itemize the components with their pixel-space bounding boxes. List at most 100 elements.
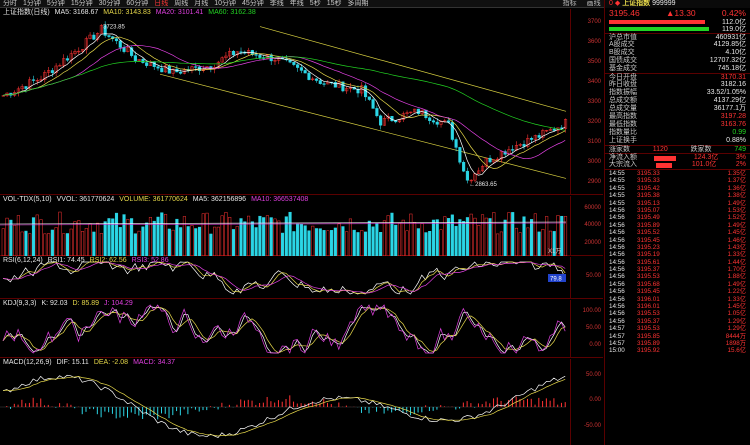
tick-row[interactable]: 14:56 3196.01 1.45亿	[605, 303, 750, 310]
tick-row[interactable]: 14:57 3195.53 1.29亿	[605, 325, 750, 332]
ma5-label: MA5: 3168.67	[54, 9, 99, 16]
kdj-chart[interactable]	[0, 300, 570, 358]
tick-row[interactable]: 14:56 3195.07 1.53亿	[605, 207, 750, 214]
tick-row[interactable]: 14:56 3195.89 1.49亿	[605, 222, 750, 229]
timeframe-tab[interactable]: 多周期	[347, 0, 369, 7]
timeframe-tab[interactable]: 周线	[174, 0, 189, 7]
tick-time: 14:56	[609, 236, 625, 244]
tick-row[interactable]: 14:55 3195.33 1.35亿	[605, 170, 750, 177]
toolbar-button[interactable]: 指标	[562, 0, 577, 7]
tick-row[interactable]: 14:57 3195.85 8444万	[605, 333, 750, 340]
volume-bar	[405, 230, 409, 256]
volume-bar	[333, 227, 337, 256]
volume-pane[interactable]: VOL-TDX(5,10) VVOL: 361770624 VOLUME: 36…	[0, 196, 603, 256]
tick-row[interactable]: 14:56 3196.01 1.33亿	[605, 296, 750, 303]
tick-row[interactable]: 14:56 3195.45 1.46亿	[605, 237, 750, 244]
tick-row[interactable]: 14:55 3195.33 1.37亿	[605, 177, 750, 184]
timeframe-tab[interactable]: 年线	[289, 0, 304, 7]
chart-area[interactable]: 上证指数(日线) MA5: 3168.67 MA10: 3143.83 MA20…	[0, 9, 603, 445]
toolbar-button[interactable]: 画线	[586, 0, 601, 7]
timeframe-tab[interactable]: 季线	[269, 0, 284, 7]
timeframe-tab[interactable]: 分时	[3, 0, 17, 7]
high-marker: 3723.85	[103, 25, 125, 31]
tick-row[interactable]: 14:56 3195.53 1.05亿	[605, 310, 750, 317]
net-inflow-label: 净流入额	[609, 154, 637, 161]
timeframe-tab[interactable]: 15秒	[326, 0, 342, 7]
tick-price: 3195.42	[637, 184, 660, 192]
timeframe-tab[interactable]: 10分钟	[214, 0, 236, 7]
volume-bar	[367, 220, 371, 256]
ma10-line	[2, 36, 566, 169]
volume-bar	[394, 224, 398, 256]
tick-time: 14:56	[609, 206, 625, 214]
rsi-pane[interactable]: RSI(6,12,24) RSI1: 74.45 RSI2: 62.56 RSI…	[0, 257, 603, 299]
volume-bar	[145, 222, 149, 256]
volume-bar	[522, 216, 526, 256]
ma20-label: MA20: 3101.41	[155, 9, 204, 16]
volume-bar	[382, 220, 386, 256]
candlestick-pane[interactable]: 上证指数(日线) MA5: 3168.67 MA10: 3143.83 MA20…	[0, 9, 603, 195]
tick-row[interactable]: 14:56 3195.68 1.49亿	[605, 281, 750, 288]
volume-bar	[54, 227, 58, 256]
timeframe-tab[interactable]: 1分钟	[23, 0, 41, 7]
tick-list[interactable]: 14:55 3195.33 1.35亿 14:55 3195.33 1.37亿 14:55 3…	[605, 169, 750, 355]
timeframe-tab[interactable]: 月线	[194, 0, 209, 7]
timeframe-tab[interactable]: 15分钟	[70, 0, 93, 7]
tick-row[interactable]: 14:56 3195.37 1.70亿	[605, 266, 750, 273]
volume-bar	[435, 219, 439, 256]
kdj-pane[interactable]: KDJ(9,3,3) K: 92.03 D: 85.89 J: 104.29 1…	[0, 300, 603, 358]
timeframe-tab[interactable]: 45分钟	[242, 0, 264, 7]
tick-row[interactable]: 14:56 3195.52 1.45亿	[605, 229, 750, 236]
stat-label: 总成交量	[609, 105, 637, 112]
tick-row[interactable]: 14:56 3195.61 1.44亿	[605, 259, 750, 266]
timeframe-tab[interactable]: 30分钟	[98, 0, 121, 7]
macd-pane[interactable]: MACD(12,26,9) DIF: 15.11 DEA: -2.08 MACD…	[0, 359, 603, 445]
candle-body	[156, 66, 160, 69]
timeframe-tab[interactable]: 60分钟	[126, 0, 149, 7]
candle-body	[405, 112, 409, 114]
candle-body	[62, 58, 66, 66]
macd-chart[interactable]	[0, 359, 570, 445]
volume-bar	[345, 231, 349, 256]
rsi-chart[interactable]: 79.8	[0, 257, 570, 299]
tick-row[interactable]: 14:56 3195.19 1.33亿	[605, 251, 750, 258]
candle-body	[303, 70, 307, 74]
candle-body	[428, 117, 432, 121]
tick-row[interactable]: 14:56 3195.37 1.29亿	[605, 318, 750, 325]
tick-row[interactable]: 15:00 3195.92 15.6亿	[605, 347, 750, 354]
tick-price: 3196.01	[637, 295, 660, 303]
tick-row[interactable]: 14:56 3195.45 1.22亿	[605, 288, 750, 295]
stat-label: 最高指数	[609, 113, 637, 120]
channel-lower-line	[159, 73, 567, 179]
timeframe-tab[interactable]: 5分钟	[46, 0, 65, 7]
candle-body	[533, 135, 537, 140]
tick-row[interactable]: 14:55 3195.13 1.49亿	[605, 200, 750, 207]
timeframe-tab[interactable]: 日线	[154, 0, 169, 7]
volume-bar	[462, 221, 466, 256]
timeframe-tab[interactable]: 5秒	[309, 0, 321, 7]
volume-bar	[58, 211, 62, 256]
tick-price: 3195.53	[637, 310, 660, 318]
tick-row[interactable]: 14:57 3195.89 1898万	[605, 340, 750, 347]
quote-panel: 0 ◆ 上证指数 999999 3195.46 ▲13.30 0.42% 112…	[604, 0, 750, 445]
volume-bar	[307, 230, 311, 256]
volume-bar	[156, 216, 160, 256]
tick-amount: 1898万	[725, 339, 746, 347]
tick-time: 14:56	[609, 251, 625, 259]
candle-body	[65, 58, 69, 61]
rsi-legend: RSI(6,12,24) RSI1: 74.45 RSI2: 62.56 RSI…	[3, 257, 169, 265]
axis-tick-label: -50.00	[583, 422, 601, 429]
tick-row[interactable]: 14:56 3195.49 1.52亿	[605, 214, 750, 221]
candlestick-chart[interactable]: 3723.85 ←2863.65	[0, 9, 570, 195]
block-inflow-pct: 2%	[735, 161, 746, 168]
tick-row[interactable]: 14:56 3195.53 1.88亿	[605, 273, 750, 280]
tick-row[interactable]: 14:55 3195.38 1.38亿	[605, 192, 750, 199]
tick-row[interactable]: 14:56 3195.23 1.43亿	[605, 244, 750, 251]
tick-row[interactable]: 14:55 3195.42 1.36亿	[605, 185, 750, 192]
volume-chart[interactable]: X1万	[0, 196, 570, 256]
volume-bar	[92, 231, 96, 256]
market-cap-row: 沪总市值 460931亿	[605, 33, 750, 41]
stat-label: 指数量比	[609, 129, 637, 136]
stat-row: 今日开盘 3170.31	[605, 73, 750, 81]
market-cap-value: 460931亿	[715, 34, 746, 41]
